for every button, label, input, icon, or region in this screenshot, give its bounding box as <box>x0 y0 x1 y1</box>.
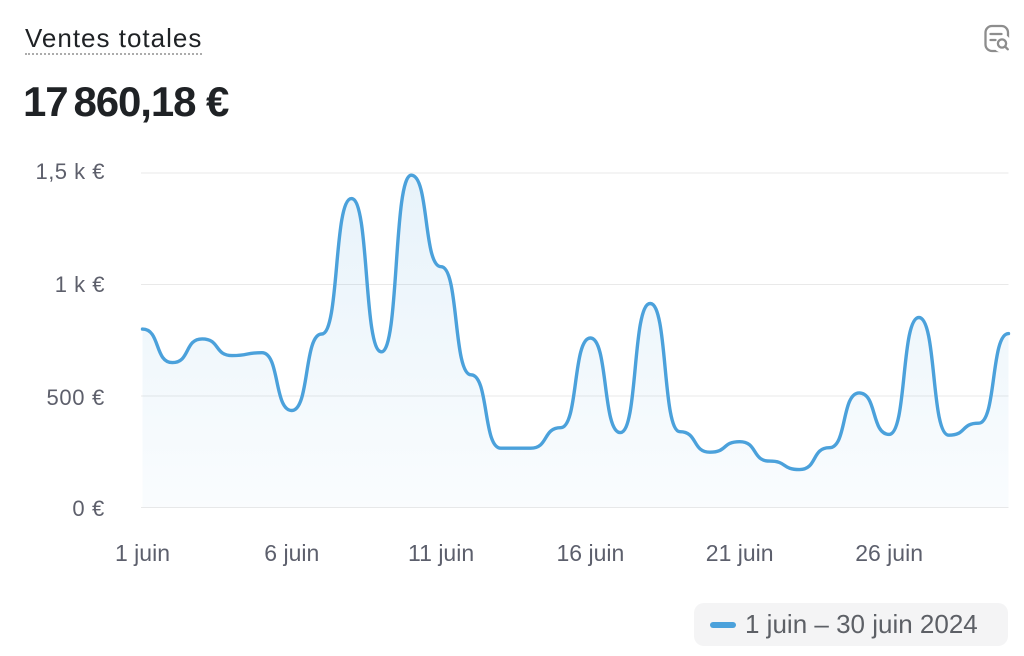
svg-text:1,5 k €: 1,5 k € <box>35 159 105 184</box>
svg-text:1 k €: 1 k € <box>55 272 105 297</box>
svg-text:6 juin: 6 juin <box>264 540 319 566</box>
svg-text:21 juin: 21 juin <box>706 540 774 566</box>
svg-text:26 juin: 26 juin <box>855 540 923 566</box>
svg-text:16 juin: 16 juin <box>557 540 625 566</box>
svg-text:0 €: 0 € <box>72 496 105 521</box>
svg-text:11 juin: 11 juin <box>408 540 474 566</box>
svg-text:500 €: 500 € <box>46 385 105 410</box>
svg-text:1 juin: 1 juin <box>115 540 170 566</box>
